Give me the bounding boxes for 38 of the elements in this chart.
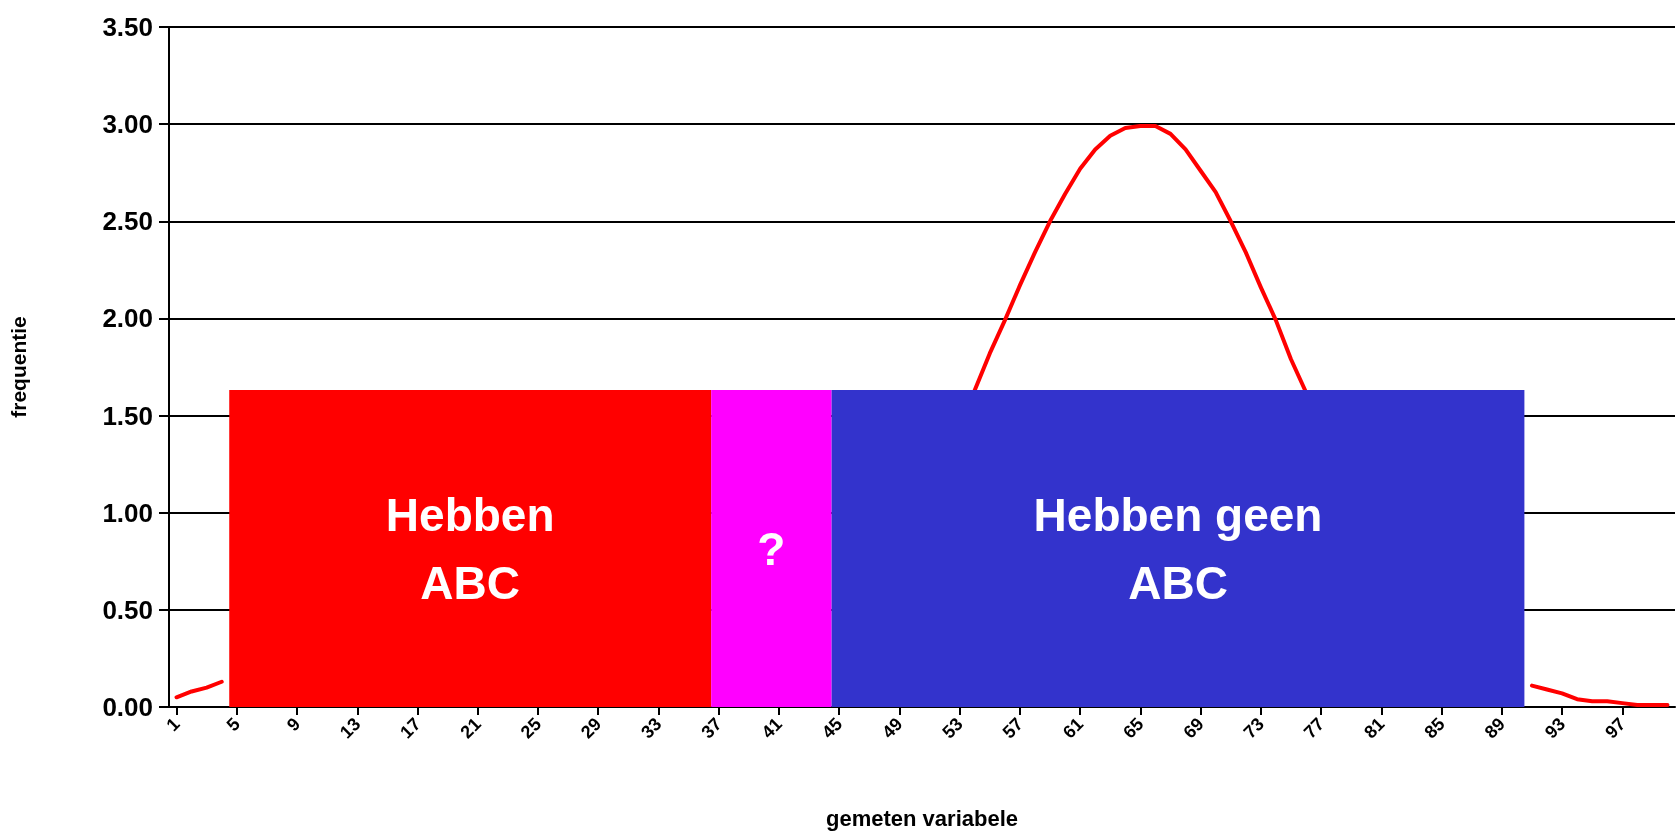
- band-label: ?: [757, 522, 786, 575]
- y-tick-label: 1.50: [102, 400, 153, 431]
- x-tick-label: 5: [222, 713, 244, 736]
- y-tick-label: 2.50: [102, 206, 153, 237]
- x-tick-label: 77: [1299, 713, 1329, 743]
- x-tick-label: 61: [1058, 713, 1088, 743]
- band-label: Hebben geen ABC: [1033, 488, 1323, 609]
- y-tick-label: 2.00: [102, 303, 153, 334]
- x-tick-label: 25: [516, 713, 546, 743]
- x-tick-label: 73: [1239, 713, 1268, 743]
- x-tick-label: 37: [697, 713, 726, 743]
- x-tick-label: 81: [1360, 713, 1389, 743]
- x-tick-label: 49: [878, 713, 907, 743]
- x-tick-label: 1: [162, 713, 184, 736]
- x-tick-label: 69: [1179, 713, 1208, 743]
- x-tick-label: 33: [637, 713, 666, 743]
- y-tick-label: 3.50: [102, 12, 153, 42]
- x-tick-label: 97: [1601, 713, 1630, 743]
- y-tick-label: 3.00: [102, 109, 153, 140]
- x-tick-label: 21: [456, 713, 485, 743]
- x-tick-label: 41: [757, 713, 786, 743]
- y-tick-label: 0.00: [102, 692, 153, 722]
- y-axis-title: frequentie: [7, 316, 30, 418]
- x-tick-label: 29: [576, 713, 606, 743]
- x-tick-label: 53: [938, 713, 967, 743]
- x-tick-label: 13: [336, 713, 365, 743]
- x-tick-label: 45: [817, 713, 847, 743]
- x-tick-label: 65: [1119, 713, 1148, 743]
- x-axis-title: gemeten variabele: [826, 805, 1018, 831]
- y-tick-label: 0.50: [102, 594, 153, 625]
- x-tick-label: 89: [1480, 713, 1509, 743]
- x-tick-label: 17: [396, 713, 425, 743]
- x-tick-label: 57: [998, 713, 1027, 743]
- band-label: Hebben ABC: [385, 488, 555, 609]
- x-tick-label: 85: [1420, 713, 1449, 743]
- y-tick-label: 1.00: [102, 497, 153, 528]
- x-tick-label: 93: [1540, 713, 1570, 743]
- x-tick-label: 9: [282, 713, 305, 736]
